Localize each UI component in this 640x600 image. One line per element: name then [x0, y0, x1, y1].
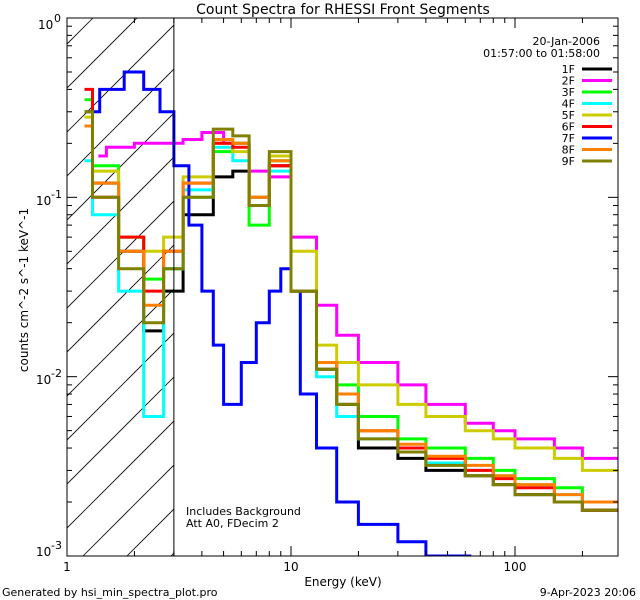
- y-tick-label: 10 -2: [36, 367, 62, 387]
- plot-frame: [66, 17, 619, 557]
- x-tick-label: 1: [63, 560, 71, 574]
- hatch-line: [67, 112, 174, 221]
- series-line-1F: [84, 110, 618, 512]
- svg-text:10: 10: [36, 545, 51, 559]
- legend-label: 2F: [562, 75, 575, 88]
- hatch-line: [67, 332, 174, 441]
- annotation-attenuator: Att A0, FDecim 2: [186, 517, 279, 530]
- annotation-background: Includes Background: [186, 505, 301, 518]
- y-tick-label: 10 0: [38, 12, 61, 32]
- svg-text:0: 0: [54, 12, 61, 25]
- legend-label: 9F: [562, 155, 575, 168]
- series-line-3F: [84, 98, 618, 504]
- y-tick-label: 10 -1: [36, 188, 62, 208]
- hatch-line: [67, 420, 174, 529]
- legend-label: 6F: [562, 121, 575, 134]
- series-line-8F: [84, 124, 618, 504]
- hatch-line: [67, 376, 174, 485]
- svg-text:10: 10: [36, 194, 51, 208]
- hatch-line: [67, 200, 174, 309]
- hatch-line: [67, 18, 94, 45]
- footer-generated-by: Generated by hsi_min_spectra_plot.pro: [2, 586, 218, 599]
- hatched-region: [0, 18, 640, 556]
- series-line-7F: [91, 70, 472, 556]
- hatch-line: [215, 18, 640, 556]
- legend-label: 1F: [562, 63, 575, 76]
- hatch-line: [82, 464, 174, 556]
- x-axis-label: Energy (keV): [304, 575, 381, 589]
- hatch-line: [67, 244, 174, 353]
- series-line-9F: [84, 110, 618, 512]
- date-text: 20-Jan-2006: [533, 35, 601, 48]
- y-tick-label: 10 -3: [36, 539, 62, 559]
- svg-text:10: 10: [38, 18, 53, 32]
- svg-text:-2: -2: [51, 367, 62, 380]
- svg-text:-3: -3: [51, 539, 62, 552]
- time-range-text: 01:57:00 to 01:58:00: [483, 47, 600, 60]
- hatch-line: [67, 156, 174, 265]
- svg-text:-1: -1: [51, 188, 62, 201]
- hatch-line: [67, 68, 174, 177]
- axis-ticks: [66, 17, 618, 557]
- legend-label: 8F: [562, 144, 575, 157]
- svg-text:10: 10: [36, 373, 51, 387]
- legend-label: 4F: [562, 98, 575, 111]
- legend-label: 7F: [562, 132, 575, 145]
- series-lines: [84, 70, 618, 556]
- chart-title: Count Spectra for RHESSI Front Segments: [196, 2, 490, 18]
- series-line-2F: [98, 131, 618, 460]
- hatch-line: [0, 18, 5, 556]
- legend-label: 5F: [562, 109, 575, 122]
- footer-timestamp: 9-Apr-2023 20:06: [540, 586, 636, 599]
- legend-label: 3F: [562, 86, 575, 99]
- y-axis-label: counts cm^-2 s^-1 keV^-1: [17, 208, 31, 372]
- x-tick-label: 100: [504, 560, 527, 574]
- x-tick-label: 10: [283, 560, 298, 574]
